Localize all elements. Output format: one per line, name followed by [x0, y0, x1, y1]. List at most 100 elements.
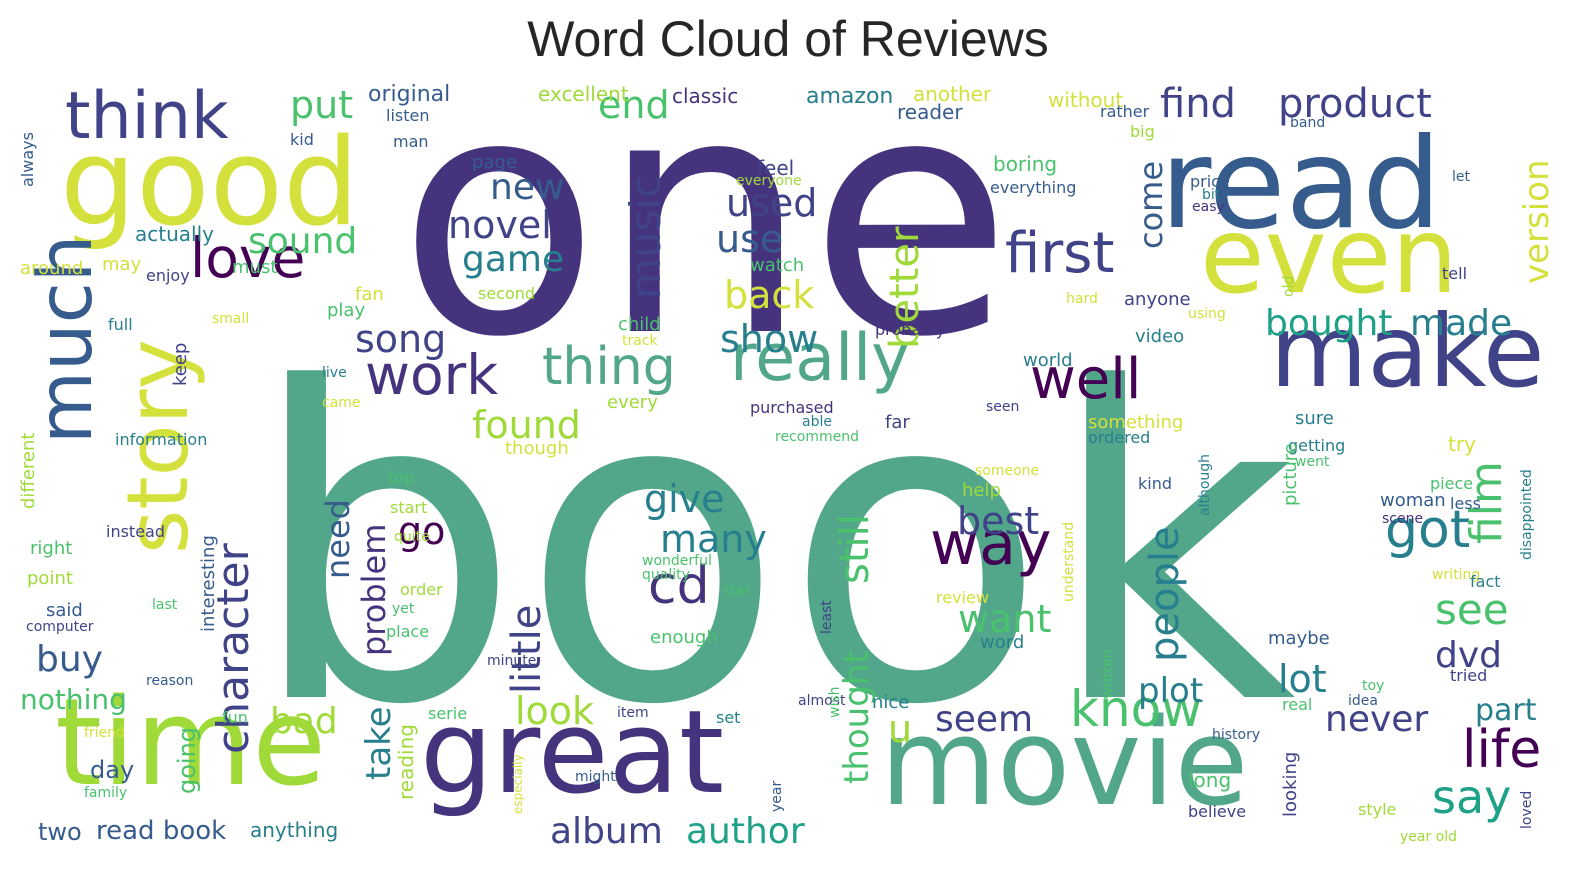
cloud-word-style: style: [1358, 800, 1397, 819]
cloud-word-page: page: [472, 152, 517, 173]
cloud-word-two: two: [38, 818, 82, 846]
cloud-word-tell: tell: [1442, 264, 1468, 283]
cloud-word-every: every: [607, 392, 658, 413]
cloud-word-reason: reason: [146, 673, 194, 689]
cloud-word-information: information: [115, 430, 208, 449]
cloud-word-best: best: [957, 499, 1040, 543]
cloud-word-seen: seen: [986, 399, 1020, 415]
cloud-word-song: song: [355, 317, 447, 361]
cloud-word-recommend: recommend: [775, 429, 859, 445]
cloud-word-u: u: [888, 707, 913, 751]
cloud-word-second: second: [478, 284, 536, 303]
cloud-word-year: year: [769, 780, 785, 812]
cloud-word-believe: believe: [1188, 802, 1247, 821]
cloud-word-thing: thing: [542, 337, 676, 397]
cloud-word-everyone: everyone: [736, 173, 802, 189]
cloud-word-hard: hard: [1066, 291, 1098, 307]
cloud-word-dvd: dvd: [1435, 635, 1503, 676]
cloud-word-novel: novel: [448, 203, 552, 247]
cloud-word-piece: piece: [1430, 474, 1474, 493]
cloud-word-quite: quite: [394, 529, 430, 545]
cloud-word-family: family: [84, 785, 128, 801]
cloud-word-although: although: [1197, 453, 1213, 516]
cloud-word-still: still: [832, 514, 878, 584]
cloud-word-order: order: [400, 580, 443, 599]
cloud-word-sound: sound: [248, 221, 358, 262]
cloud-word-classic: classic: [672, 84, 739, 108]
cloud-word-reading: reading: [394, 724, 418, 800]
cloud-word-made: made: [1410, 303, 1513, 344]
cloud-word-go: go: [398, 509, 446, 553]
cloud-word-point: point: [27, 568, 73, 589]
cloud-word-help: help: [962, 480, 1001, 501]
cloud-word-really: really: [730, 321, 910, 396]
cloud-word-computer: computer: [26, 619, 94, 635]
cloud-word-interesting: interesting: [198, 535, 219, 632]
cloud-word-top: top: [388, 468, 415, 487]
cloud-word-anything: anything: [250, 818, 339, 842]
cloud-word-came: came: [322, 395, 361, 411]
cloud-word-purchased: purchased: [750, 398, 834, 417]
cloud-word-idea: idea: [1348, 693, 1378, 709]
cloud-word-read: read: [1160, 112, 1442, 257]
cloud-word-thought: thought: [837, 650, 877, 784]
cloud-word-one: one: [398, 84, 1013, 409]
cloud-word-wonderful: wonderful: [642, 553, 712, 569]
cloud-word-around: around: [20, 258, 84, 279]
cloud-word-looking: looking: [1280, 751, 1301, 817]
cloud-word-band: band: [1290, 115, 1326, 131]
cloud-word-life: life: [1462, 720, 1542, 780]
cloud-word-book: book: [248, 299, 1297, 799]
cloud-word-well: well: [1030, 347, 1142, 412]
cloud-word-price: price: [1190, 172, 1230, 191]
cloud-word-make: make: [1270, 293, 1545, 410]
cloud-word-kid: kid: [290, 130, 314, 149]
cloud-word-watch: watch: [750, 255, 805, 276]
cloud-word-easy: easy: [1192, 199, 1225, 215]
cloud-word-scene: scene: [1382, 511, 1424, 527]
cloud-word-right: right: [30, 538, 73, 559]
cloud-word-may: may: [102, 254, 142, 275]
cloud-word-plot: plot: [1138, 671, 1204, 711]
cloud-word-found: found: [472, 403, 581, 447]
cloud-word-look: look: [515, 689, 595, 733]
cloud-word-listen: listen: [386, 106, 430, 125]
cloud-word-version: version: [1517, 159, 1556, 284]
cloud-word-even: even: [1200, 195, 1458, 317]
cloud-word-use: use: [716, 217, 784, 261]
cloud-word-star: star: [723, 583, 751, 599]
cloud-word-woman: woman: [1380, 490, 1446, 511]
cloud-word-actually: actually: [135, 222, 214, 246]
cloud-word-bit: bit: [1202, 187, 1221, 203]
cloud-word-never: never: [1325, 699, 1429, 740]
cloud-word-fan: fan: [355, 284, 384, 305]
cloud-word-fun: fun: [222, 708, 248, 727]
cloud-word-different: different: [20, 432, 39, 509]
cloud-word-understand: understand: [1061, 521, 1077, 602]
cloud-word-must: must: [232, 257, 278, 278]
cloud-word-using: using: [1188, 306, 1226, 322]
cloud-word-place: place: [386, 622, 430, 641]
cloud-word-want: want: [958, 597, 1052, 641]
cloud-word-reader: reader: [897, 100, 963, 124]
cloud-word-friend: friend: [84, 725, 125, 741]
cloud-word-bad: bad: [270, 701, 338, 742]
cloud-word-going: going: [173, 726, 201, 794]
cloud-word-take: take: [359, 706, 399, 780]
cloud-word-feel: feel: [757, 156, 795, 180]
cloud-word-probably: probably: [875, 320, 946, 339]
cloud-word-think: think: [65, 84, 229, 154]
cloud-word-though: though: [505, 438, 569, 459]
cloud-word-buy: buy: [36, 639, 103, 680]
cloud-word-written: written: [1100, 649, 1116, 699]
cloud-word-way: way: [930, 509, 1052, 579]
chart-title: Word Cloud of Reviews: [527, 11, 1049, 67]
cloud-word-minute: minute: [487, 653, 537, 669]
cloud-word-play: play: [327, 300, 366, 321]
cloud-word-history: history: [1212, 727, 1261, 743]
cloud-word-toy: toy: [1362, 678, 1385, 694]
cloud-word-picture: picture: [1280, 443, 1301, 506]
cloud-word-always: always: [20, 132, 37, 187]
cloud-word-big: big: [1130, 122, 1155, 141]
cloud-word-fact: fact: [1470, 572, 1501, 591]
